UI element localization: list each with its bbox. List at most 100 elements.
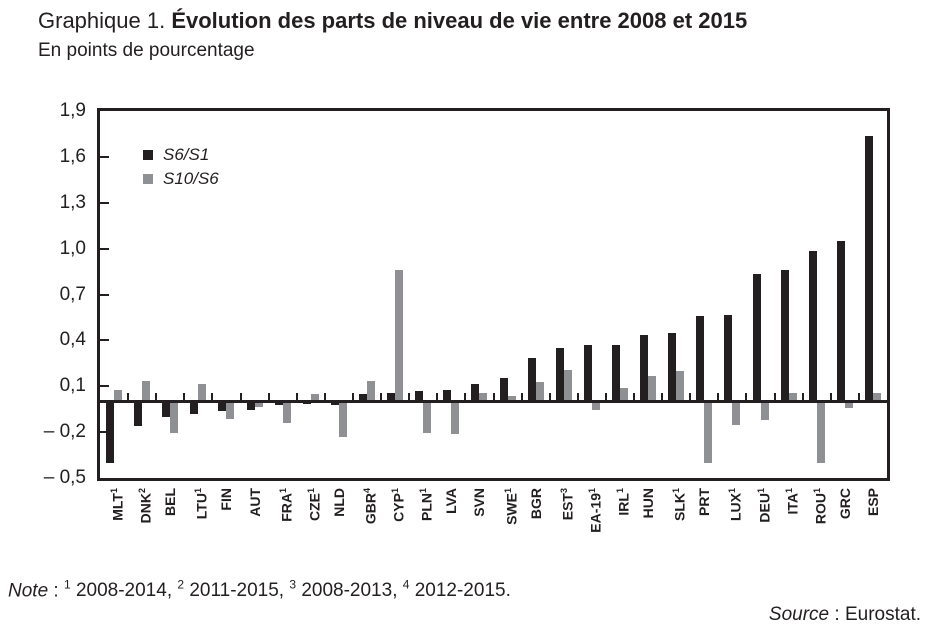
y-axis-label: 1,0: [59, 237, 86, 259]
y-axis-label: 1,6: [59, 145, 86, 167]
bar-s10s6-lux: [732, 401, 741, 425]
bar-s6s1-rou: [808, 250, 817, 402]
chart-title-prefix: Graphique 1.: [38, 8, 172, 33]
bar-s6s1-fin: [218, 401, 227, 411]
x-axis-tick: [689, 392, 692, 402]
x-axis-tick: [267, 392, 270, 402]
bar-s10s6-grc: [844, 401, 853, 408]
source-label: Source: [768, 604, 830, 625]
bar-s6s1-nld: [330, 401, 339, 405]
x-axis-label-gbr: GBR4: [362, 488, 379, 525]
y-axis-tick: [100, 385, 109, 388]
bar-s10s6-ltu: [198, 383, 207, 402]
x-axis-label-hun: HUN: [640, 488, 657, 519]
y-axis-label: – 0,5: [43, 467, 86, 488]
x-axis-tick: [380, 392, 383, 402]
legend-label-s10s6: S10/S6: [163, 169, 219, 188]
bar-s10s6-lva: [451, 401, 460, 434]
footnote: Note : 1 2008-2014, 2 2011-2015, 3 2008-…: [8, 578, 511, 602]
x-axis-label-cyp: CYP1: [390, 488, 407, 522]
bar-s6s1-grc: [836, 240, 845, 402]
bar-s10s6-cyp: [395, 269, 404, 402]
x-axis-label-swe: SWE1: [502, 488, 520, 525]
x-axis-tick: [829, 392, 832, 402]
x-axis-tick: [745, 392, 748, 402]
x-axis-tick: [773, 392, 776, 402]
legend-label-s6s1: S6/S1: [163, 145, 210, 164]
x-axis-label-superscript: 1: [193, 488, 204, 494]
y-axis-label: – 0,2: [43, 421, 86, 443]
x-axis-tick: [633, 392, 636, 402]
bar-s6s1-bel: [162, 401, 171, 417]
y-axis-tick: [100, 431, 109, 434]
x-axis-tick: [661, 392, 664, 402]
bar-s6s1-aut: [246, 401, 255, 410]
bar-s10s6-mlt: [114, 389, 123, 402]
x-axis-tick: [464, 392, 467, 402]
bar-s10s6-fin: [226, 401, 235, 419]
x-axis-tick: [183, 392, 186, 402]
x-axis-label-bel: BEL: [162, 488, 179, 516]
bar-s6s1-ltu: [190, 401, 199, 414]
plot-inner: S6/S1 S10/S6: [100, 111, 887, 478]
zero-axis-line: [100, 400, 887, 404]
bar-s10s6-ea-19: [591, 401, 600, 410]
bar-s10s6-ita: [788, 392, 797, 402]
footnote-items: 1 2008-2014, 2 2011-2015, 3 2008-2013, 4…: [63, 578, 511, 602]
bar-s6s1-lux: [724, 314, 733, 402]
x-axis-label-superscript: 1: [390, 488, 401, 494]
bar-s6s1-swe: [499, 377, 508, 402]
y-axis-label: 1,3: [59, 191, 86, 213]
x-axis-tick: [239, 392, 242, 402]
x-axis-tick: [155, 392, 158, 402]
x-axis-tick: [717, 392, 720, 402]
x-axis-label-superscript: 1: [614, 488, 625, 494]
bar-s10s6-prt: [704, 401, 713, 463]
x-axis-label-pln: PLN1: [418, 488, 435, 522]
y-axis-label: 0,1: [59, 375, 86, 397]
bar-s10s6-slk: [676, 370, 685, 402]
x-axis-tick: [857, 392, 860, 402]
bar-s6s1-irl: [611, 344, 620, 402]
bar-s6s1-gbr: [359, 393, 368, 402]
x-axis-tick: [801, 392, 804, 402]
x-axis-label-aut: AUT: [246, 488, 263, 517]
x-axis-label-superscript: 1: [811, 488, 822, 494]
x-axis-label-superscript: 1: [109, 488, 120, 494]
bar-s6s1-slk: [668, 332, 677, 402]
x-axis-label-superscript: 1: [783, 488, 794, 494]
x-axis-label-est: EST3: [558, 488, 576, 521]
x-axis-label-prt: PRT: [696, 488, 713, 516]
bar-s10s6-dnk: [142, 380, 151, 402]
x-axis-tick: [520, 392, 523, 402]
x-axis-label-grc: GRC: [836, 488, 853, 520]
plot-area: S6/S1 S10/S6: [97, 108, 890, 481]
x-axis-tick: [323, 392, 326, 402]
bar-s6s1-mlt: [106, 401, 115, 463]
y-axis-tick: [100, 339, 109, 342]
footnote-label: Note: [8, 580, 49, 602]
x-axis-label-fin: FIN: [218, 488, 235, 511]
legend-item-s6s1: S6/S1: [143, 145, 209, 165]
source-line: Source : Eurostat.: [769, 604, 921, 626]
bar-s6s1-bgr: [527, 357, 536, 402]
source-text: : Eurostat.: [829, 604, 921, 625]
bar-s10s6-hun: [648, 375, 657, 402]
bar-s6s1-fra: [274, 401, 283, 405]
x-axis-label-dnk: DNK2: [137, 488, 154, 524]
bar-s6s1-pln: [415, 390, 424, 402]
legend-item-s10s6: S10/S6: [143, 169, 219, 189]
bar-s10s6-bel: [170, 401, 179, 433]
x-axis-label-rou: ROU1: [811, 488, 829, 525]
x-axis-label-deu: DEU1: [755, 488, 773, 523]
y-axis-tick: [100, 293, 109, 296]
bar-s10s6-swe: [507, 395, 516, 402]
y-axis-label: 1,9: [59, 100, 86, 121]
x-axis-label-superscript: 1: [755, 488, 766, 494]
bar-s10s6-rou: [816, 401, 825, 463]
x-axis-label-esp: ESP: [864, 488, 881, 517]
x-axis-label-lva: LVA: [443, 488, 460, 514]
x-axis-tick: [211, 392, 214, 402]
footnote-superscript: 3: [289, 578, 297, 592]
